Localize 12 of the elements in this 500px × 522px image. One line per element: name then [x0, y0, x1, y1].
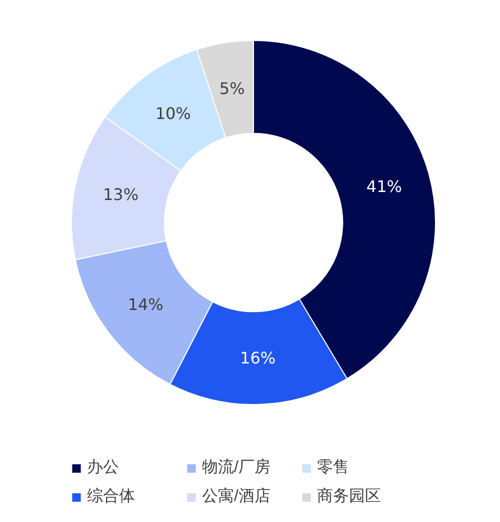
data-label: 41%	[366, 176, 402, 196]
data-label: 10%	[155, 104, 191, 123]
legend-label: 零售	[317, 458, 350, 478]
legend-label: 商务园区	[317, 486, 382, 507]
data-label: 16%	[240, 348, 276, 368]
data-label: 5%	[219, 79, 245, 98]
legend-label: 物流/厂房	[202, 458, 272, 478]
data-label: 14%	[128, 295, 164, 314]
data-label: 13%	[103, 185, 139, 204]
legend-label: 综合体	[87, 486, 136, 507]
legend-label: 办公	[87, 458, 120, 478]
legend-label: 公寓/酒店	[202, 486, 272, 507]
